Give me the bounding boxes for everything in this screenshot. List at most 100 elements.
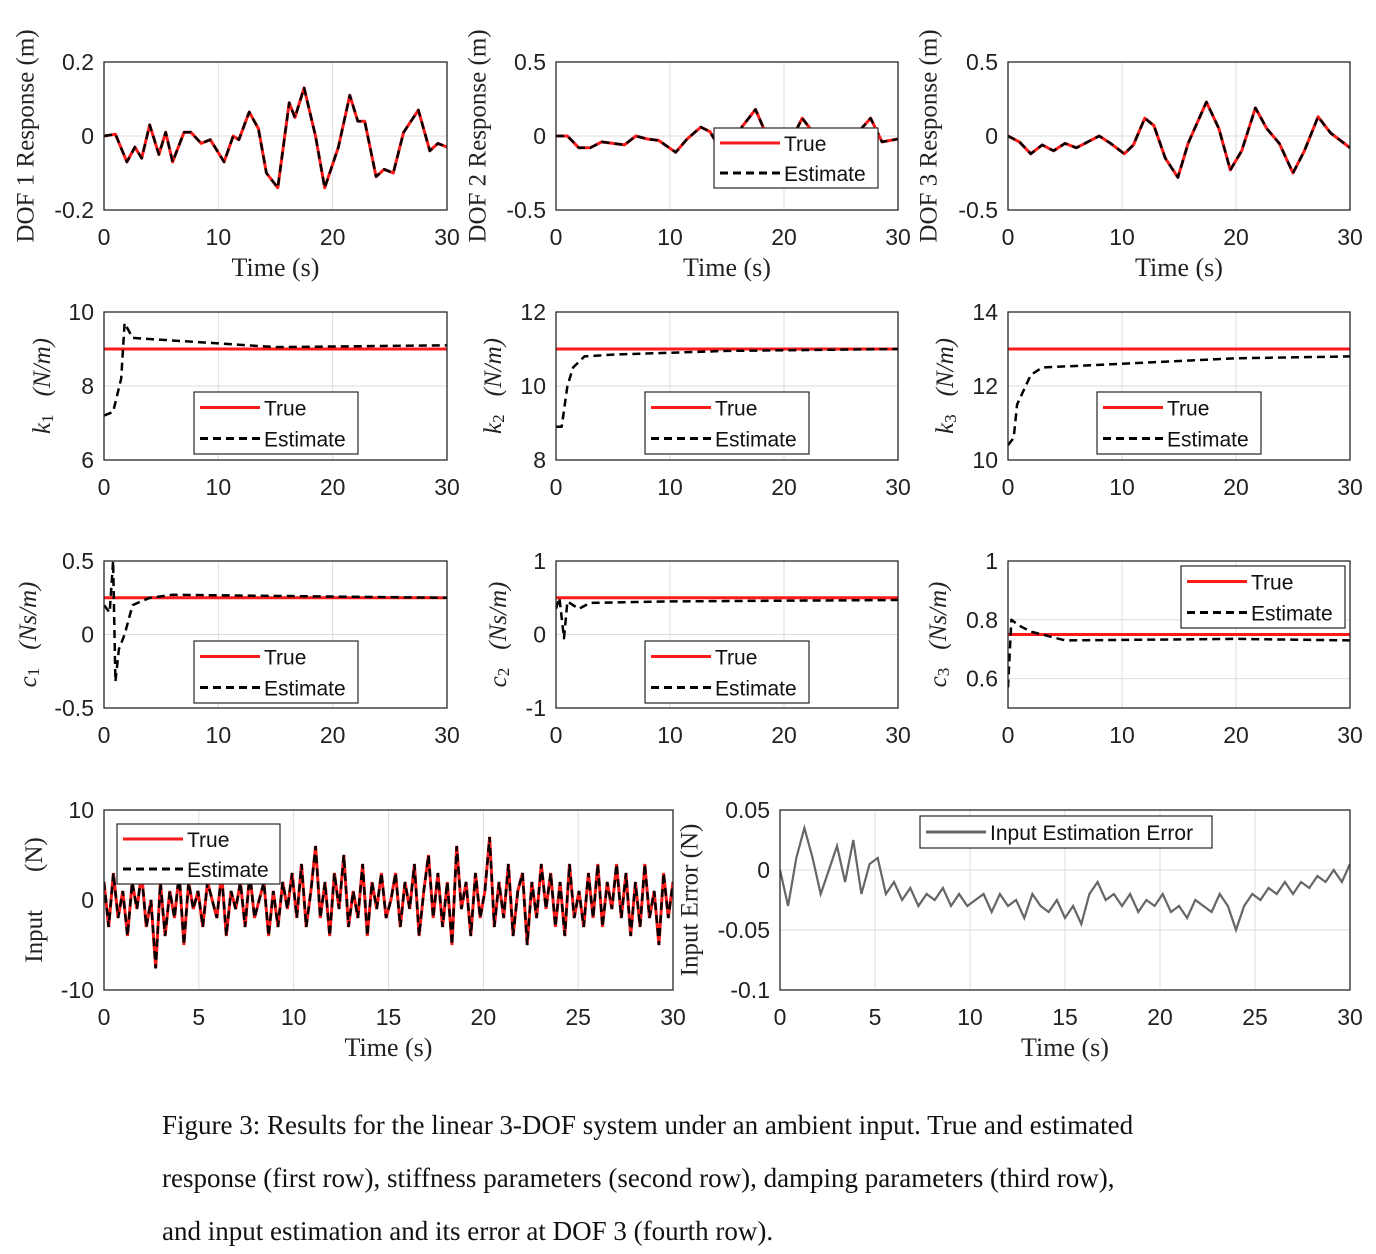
x-tick-label: 30	[885, 722, 911, 748]
legend-label: Estimate	[1167, 429, 1249, 452]
x-tick-label: 25	[1242, 1004, 1268, 1030]
legend-box	[713, 127, 879, 189]
y-tick-label: 0.5	[966, 49, 998, 75]
y-tick-label: 0.2	[62, 49, 94, 75]
series-line-estimate	[1008, 100, 1350, 179]
axes-box	[103, 560, 448, 709]
legend-box	[116, 823, 281, 885]
y-axis-label: Input (N)	[21, 837, 48, 963]
x-tick-label: 20	[771, 474, 797, 500]
x-tick-label: 10	[657, 474, 683, 500]
x-tick-label: 25	[565, 1004, 591, 1030]
legend-box	[193, 640, 359, 704]
axes-box	[1007, 61, 1351, 211]
y-label-symbol: c	[925, 676, 952, 687]
x-tick-label: 0	[98, 1004, 111, 1030]
subplot-4: 0 10 20 30 6 8 10 k1 (N/m) True Estimate	[29, 299, 460, 500]
series-line-estimate	[104, 836, 673, 969]
x-tick-label: 20	[771, 224, 797, 250]
x-axis-label: Time (s)	[232, 253, 320, 282]
caption-line-3: and input estimation and its error at DO…	[162, 1216, 774, 1246]
y-label-unit: (N/m)	[932, 338, 959, 396]
x-tick-label: 10	[1109, 224, 1135, 250]
axes-box	[555, 61, 899, 211]
y-label-subscript: 3	[934, 668, 953, 677]
y-axis-label: Input Error (N)	[677, 824, 704, 977]
y-tick-label: -0.1	[730, 977, 770, 1003]
y-axis-label: k1 (N/m)	[29, 338, 57, 434]
y-tick-label: 10	[68, 299, 94, 325]
legend: True Estimate	[713, 127, 879, 189]
y-label-unit: (N/m)	[29, 338, 56, 396]
x-axis-label: Time (s)	[345, 1033, 433, 1062]
y-tick-label: 0	[81, 622, 94, 648]
x-tick-label: 10	[206, 474, 232, 500]
x-tick-label: 0	[550, 474, 563, 500]
y-tick-label: 0	[81, 123, 94, 149]
y-label-symbol: c	[485, 676, 512, 687]
legend: Input Estimation Error	[919, 815, 1213, 849]
subplot-5: 0 10 20 30 8 10 12 k2 (N/m) True Estimate	[480, 299, 911, 500]
y-axis-label: DOF 2 Response (m)	[465, 29, 492, 242]
y-tick-label: 1	[533, 548, 546, 574]
x-tick-label: 10	[1109, 722, 1135, 748]
x-tick-label: 20	[1223, 722, 1249, 748]
y-label-subscript: 1	[38, 414, 57, 423]
series-line-true	[104, 86, 447, 190]
axes-box	[555, 311, 899, 461]
y-tick-label: 0	[985, 123, 998, 149]
y-tick-label: 0.6	[966, 666, 998, 692]
legend-box	[1180, 565, 1346, 629]
x-tick-label: 0	[550, 722, 563, 748]
y-axis-label: k2 (N/m)	[480, 338, 508, 434]
y-label-unit: (Ns/m)	[925, 582, 952, 650]
x-tick-label: 0	[1002, 224, 1015, 250]
y-tick-label: 10	[972, 447, 998, 473]
legend-label: Estimate	[264, 429, 346, 452]
x-tick-label: 30	[660, 1004, 686, 1030]
x-tick-label: 5	[192, 1004, 205, 1030]
series-line-estimate	[104, 321, 447, 417]
legend-label: True	[264, 398, 306, 421]
x-tick-label: 10	[206, 224, 232, 250]
y-tick-label: 0	[81, 887, 94, 913]
legend-label: Estimate	[715, 678, 797, 701]
y-tick-label: 0.8	[966, 607, 998, 633]
legend: True Estimate	[644, 640, 810, 704]
legend-label: True	[1167, 398, 1209, 421]
y-label-subscript: 2	[489, 414, 508, 423]
x-tick-label: 30	[434, 722, 460, 748]
legend: True Estimate	[116, 823, 281, 885]
legend-label: Estimate	[1251, 603, 1333, 626]
y-tick-label: 10	[520, 373, 546, 399]
y-tick-label: 0	[757, 857, 770, 883]
y-tick-label: -10	[61, 977, 94, 1003]
legend-box	[644, 640, 810, 704]
y-tick-label: 12	[520, 299, 546, 325]
y-tick-label: 6	[81, 447, 94, 473]
legend: True Estimate	[1180, 565, 1346, 629]
caption-line-2: response (first row), stiffness paramete…	[162, 1163, 1115, 1193]
legend-label: True	[715, 398, 757, 421]
axes-box	[103, 809, 674, 991]
legend-label: Estimate	[784, 163, 866, 186]
x-tick-label: 20	[1223, 224, 1249, 250]
x-tick-label: 10	[657, 722, 683, 748]
y-axis-label: DOF 3 Response (m)	[916, 29, 943, 242]
x-tick-label: 20	[320, 224, 346, 250]
y-label-text: Input	[21, 910, 48, 963]
x-axis-label: Time (s)	[1021, 1033, 1109, 1062]
legend-label: True	[187, 829, 229, 852]
legend-box	[193, 391, 359, 455]
x-tick-label: 10	[657, 224, 683, 250]
x-tick-label: 20	[1223, 474, 1249, 500]
y-label-symbol: k	[932, 422, 959, 434]
x-tick-label: 20	[320, 474, 346, 500]
x-tick-label: 30	[885, 224, 911, 250]
legend-label: Input Estimation Error	[990, 822, 1193, 845]
axes-box	[103, 311, 448, 461]
